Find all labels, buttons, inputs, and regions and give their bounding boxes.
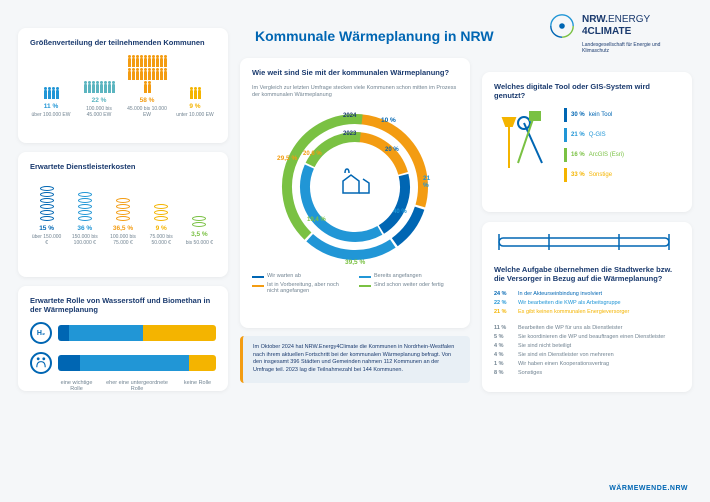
progress-card: Wie weit sind Sie mit der kommunalen Wär…	[240, 58, 470, 328]
pipe-icon	[494, 232, 674, 252]
brand-logo: NRW.ENERGY 4CLIMATE Landesgesellschaft f…	[548, 12, 688, 54]
costs-card: Erwartete Dienstleisterkosten 15 %über 1…	[18, 152, 228, 277]
tool-item: 30 % kein Tool	[564, 108, 680, 122]
costs-title: Erwartete Dienstleisterkosten	[30, 162, 216, 171]
stadt-item: 5 %Sie koordinieren die WP und beauftrag…	[494, 334, 680, 340]
cost-group: 9 %75.000 bis 50.000 €	[145, 181, 178, 246]
tool-item: 16 % ArcGIS (Esri)	[564, 148, 680, 162]
legend-item: Bereits angefangen	[359, 273, 458, 279]
progress-title: Wie weit sind Sie mit der kommunalen Wär…	[252, 68, 458, 77]
stadt-item: 4 %Sie sind nicht beteiligt	[494, 343, 680, 349]
legend-item: Sind schon weiter oder fertig	[359, 282, 458, 294]
progress-subtitle: Im Vergleich zur letzten Umfrage stecken…	[252, 85, 458, 99]
stadt-item: 21 %Es gibt keinen kommunalen Energiever…	[494, 309, 680, 315]
size-group: 22 %100.000 bis 45.000 EW	[78, 55, 120, 118]
tool-item: 21 % Q-GIS	[564, 128, 680, 142]
h2-title: Erwartete Rolle von Wasserstoff und Biom…	[30, 296, 216, 314]
stadt-title: Welche Aufgabe übernehmen die Stadtwerke…	[494, 265, 680, 283]
h2-bar-row: H₂7 %46,5 %46,5 %	[30, 322, 216, 344]
house-icon	[335, 163, 375, 203]
stadt-item: 1 %Wir haben einen Kooperationsvertrag	[494, 361, 680, 367]
survey-note: Im Oktober 2024 hat NRW.Energy4Climate d…	[240, 336, 470, 383]
legend-item: Wir warten ab	[252, 273, 351, 279]
stadt-item: 24 %In der Akteurseinbindung involviert	[494, 291, 680, 297]
cost-group: 15 %über 150.000 €	[30, 181, 63, 246]
stadt-item: 11 %Bearbeiten die WP für uns als Dienst…	[494, 325, 680, 331]
page-title: Kommunale Wärmeplanung in NRW	[255, 28, 494, 44]
tool-item: 33 % Sonstige	[564, 168, 680, 182]
size-group: 58 %45.000 bis 10.000 EW	[126, 55, 168, 118]
stadtwerke-card: Welche Aufgabe übernehmen die Stadtwerke…	[482, 222, 692, 392]
stadt-item: 8 %Sonstiges	[494, 370, 680, 376]
logo-line1: NRW.	[582, 14, 608, 25]
tools-title: Welches digitale Tool oder GIS-System wi…	[494, 82, 680, 100]
legend-item: Ist in Vorbereitung, aber noch nicht ang…	[252, 282, 351, 294]
size-group: 9 %unter 10.000 EW	[174, 61, 216, 118]
globe-icon	[548, 12, 576, 40]
h2-card: Erwartete Rolle von Wasserstoff und Biom…	[18, 286, 228, 391]
logo-subtitle: Landesgesellschaft für Energie und Klima…	[582, 42, 688, 54]
stadt-item: 22 %Wir bearbeiten die KWP als Arbeitsgr…	[494, 300, 680, 306]
size-title: Größenverteilung der teilnehmenden Kommu…	[30, 38, 216, 47]
stadt-item: 4 %Sie sind ein Dienstleister von mehrer…	[494, 352, 680, 358]
cost-group: 36 %150.000 bis 100.000 €	[68, 181, 101, 246]
logo-line2: 4CLIMATE	[582, 26, 631, 37]
size-group: 11 %über 100.000 EW	[30, 61, 72, 118]
footer-brand: WÄRMEWENDE.NRW	[609, 485, 688, 492]
tools-card: Welches digitale Tool oder GIS-System wi…	[482, 72, 692, 212]
size-distribution-card: Größenverteilung der teilnehmenden Kommu…	[18, 28, 228, 143]
logo-line1b: ENERGY	[608, 14, 650, 25]
cost-group: 36,5 %100.000 bis 75.000 €	[106, 181, 139, 246]
h2-bar-row: 14 %69 %17 %	[30, 352, 216, 374]
cost-group: 3,5 %bis 50.000 €	[183, 187, 216, 246]
tools-icon	[494, 108, 554, 188]
